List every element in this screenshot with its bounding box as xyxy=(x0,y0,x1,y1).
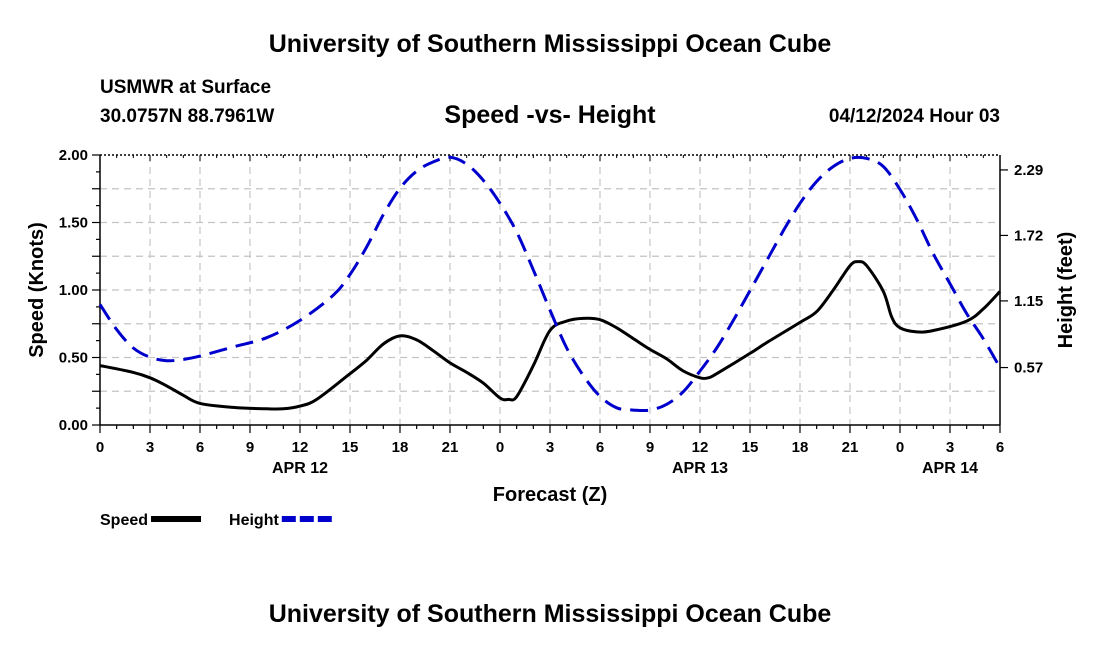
x-tick-label: 15 xyxy=(742,439,759,456)
series-line-speed xyxy=(99,260,1002,411)
y-tick-label: 0.00 xyxy=(59,417,88,434)
x-tick-label: 15 xyxy=(342,439,359,456)
speed-height-chart: 0 3 6 9 12 15 18 21 0 3 6 9 12 15 18 21 0 3 6 APR 12 APR 13 A… xyxy=(26,147,1077,529)
x-tick-label: 12 xyxy=(692,439,709,456)
x-tick-label: 6 xyxy=(996,439,1004,456)
y2-axis-title: Height (feet) xyxy=(1055,232,1077,349)
legend: Speed Height xyxy=(100,512,332,529)
y-axis-title: Speed (Knots) xyxy=(26,222,48,358)
y-tick-label: 2.00 xyxy=(59,147,88,164)
x-tick-label: 0 xyxy=(496,439,504,456)
y-tick-label: 0.50 xyxy=(59,350,88,367)
date-label: APR 14 xyxy=(922,460,978,477)
x-tick-label: 3 xyxy=(946,439,954,456)
y-tick-label: 1.50 xyxy=(59,215,88,232)
axes xyxy=(92,154,1008,433)
legend-label-height: Height xyxy=(229,512,279,529)
forecast-datetime: 04/12/2024 Hour 03 xyxy=(828,106,1000,127)
x-tick-label: 6 xyxy=(596,439,604,456)
x-tick-label: 12 xyxy=(292,439,309,456)
x-tick-label: 3 xyxy=(546,439,554,456)
series-line-height xyxy=(98,155,1002,413)
series xyxy=(98,155,1002,413)
y2-tick-label: 2.29 xyxy=(1014,162,1043,179)
legend-label-speed: Speed xyxy=(100,512,148,529)
x-tick-label: 9 xyxy=(646,439,654,456)
y2-tick-label: 1.15 xyxy=(1014,293,1043,310)
y2-tick-label: 0.57 xyxy=(1014,360,1043,377)
station-coordinates: 30.0757N 88.7961W xyxy=(100,106,275,127)
y-tick-label: 1.00 xyxy=(59,282,88,299)
grid xyxy=(100,155,1000,425)
x-tick-label: 21 xyxy=(442,439,459,456)
x-tick-label: 3 xyxy=(146,439,154,456)
x-tick-label: 9 xyxy=(246,439,254,456)
x-axis-title: Forecast (Z) xyxy=(493,484,607,506)
x-tick-label: 21 xyxy=(842,439,859,456)
chart-title: Speed -vs- Height xyxy=(444,101,656,129)
station-name: USMWR at Surface xyxy=(100,77,272,98)
main-title: University of Southern Mississippi Ocean… xyxy=(268,30,832,58)
date-label: APR 13 xyxy=(672,460,728,477)
x-tick-label: 0 xyxy=(896,439,904,456)
x-tick-label: 18 xyxy=(392,439,409,456)
footer-title: University of Southern Mississippi Ocean… xyxy=(268,600,832,628)
x-tick-label: 0 xyxy=(96,439,104,456)
x-tick-label: 18 xyxy=(792,439,809,456)
axis-labels: 0 3 6 9 12 15 18 21 0 3 6 9 12 15 18 21 0 3 6 APR 12 APR 13 A… xyxy=(26,147,1077,506)
date-label: APR 12 xyxy=(272,460,328,477)
y2-tick-label: 1.72 xyxy=(1014,227,1043,244)
x-tick-label: 6 xyxy=(196,439,204,456)
